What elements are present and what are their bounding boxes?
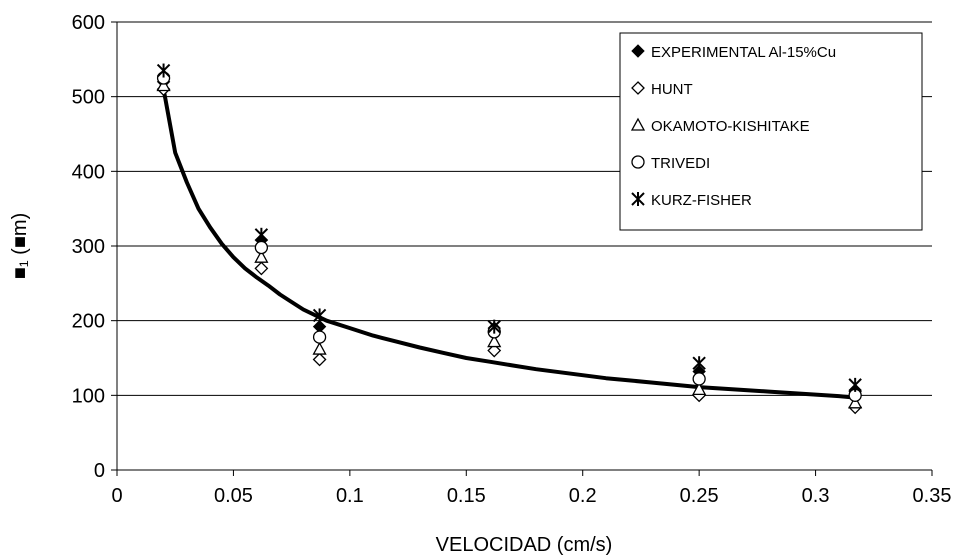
point-kurz-fisher bbox=[692, 356, 706, 371]
point-kurz-fisher bbox=[848, 377, 862, 392]
gridlines bbox=[117, 21, 932, 396]
data-points bbox=[156, 63, 863, 415]
legend-box bbox=[619, 32, 923, 231]
x-tick-label: 0 bbox=[111, 485, 122, 507]
point-okamoto-kishitake bbox=[487, 334, 502, 348]
point-hunt bbox=[312, 352, 327, 367]
legend-marker bbox=[631, 192, 645, 206]
legend-label: HUNT bbox=[651, 81, 693, 98]
legend-label: TRIVEDI bbox=[651, 155, 710, 172]
point-hunt bbox=[254, 261, 269, 276]
y-axis-title: ■₁ (■m) bbox=[9, 213, 31, 279]
legend-marker bbox=[631, 155, 645, 169]
point-okamoto-kishitake bbox=[156, 78, 171, 92]
y-tick-label: 100 bbox=[72, 385, 105, 407]
y-tick-label: 500 bbox=[72, 87, 105, 109]
point-kurz-fisher bbox=[312, 308, 327, 323]
x-tick-label: 0.1 bbox=[336, 485, 364, 507]
y-tick-label: 200 bbox=[72, 311, 105, 333]
x-tick-label: 0.15 bbox=[447, 485, 486, 507]
point-trivedi bbox=[692, 372, 706, 386]
point-okamoto-kishitake bbox=[254, 249, 269, 263]
point-trivedi bbox=[254, 240, 269, 255]
legend-label: OKAMOTO-KISHITAKE bbox=[651, 118, 810, 135]
fit-curve bbox=[161, 87, 858, 400]
legend-marker bbox=[631, 81, 645, 95]
y-tick-label: 0 bbox=[94, 460, 105, 482]
y-tick-label: 600 bbox=[72, 12, 105, 34]
y-tick-label: 400 bbox=[72, 161, 105, 183]
y-ticks: 0 100 200 300 400 500 600 bbox=[72, 12, 117, 482]
point-okamoto-kishitake bbox=[848, 395, 863, 409]
x-tick-label: 0.2 bbox=[569, 485, 597, 507]
legend-marker bbox=[631, 44, 645, 58]
legend-label: EXPERIMENTAL Al-15%Cu bbox=[651, 44, 836, 61]
legend-label: KURZ-FISHER bbox=[651, 192, 752, 209]
point-okamoto-kishitake bbox=[692, 382, 707, 396]
x-ticks: 0 0.05 0.1 0.15 0.2 0.25 0.3 0.35 bbox=[111, 470, 951, 507]
x-tick-label: 0.25 bbox=[680, 485, 719, 507]
x-axis-title: VELOCIDAD (cm/s) bbox=[436, 534, 613, 556]
x-tick-label: 0.05 bbox=[214, 485, 253, 507]
point-okamoto-kishitake bbox=[312, 341, 327, 355]
point-kurz-fisher bbox=[156, 63, 171, 78]
point-trivedi bbox=[312, 330, 327, 344]
legend-marker bbox=[630, 117, 646, 131]
y-tick-label: 300 bbox=[72, 236, 105, 258]
x-tick-label: 0.35 bbox=[913, 485, 952, 507]
point-kurz-fisher bbox=[254, 227, 269, 242]
x-tick-label: 0.3 bbox=[802, 485, 830, 507]
legend: EXPERIMENTAL Al-15%Cu HUNT OKAMOTO-KISHITA… bbox=[619, 32, 923, 231]
point-kurz-fisher bbox=[487, 319, 501, 334]
point-hunt bbox=[487, 343, 502, 358]
